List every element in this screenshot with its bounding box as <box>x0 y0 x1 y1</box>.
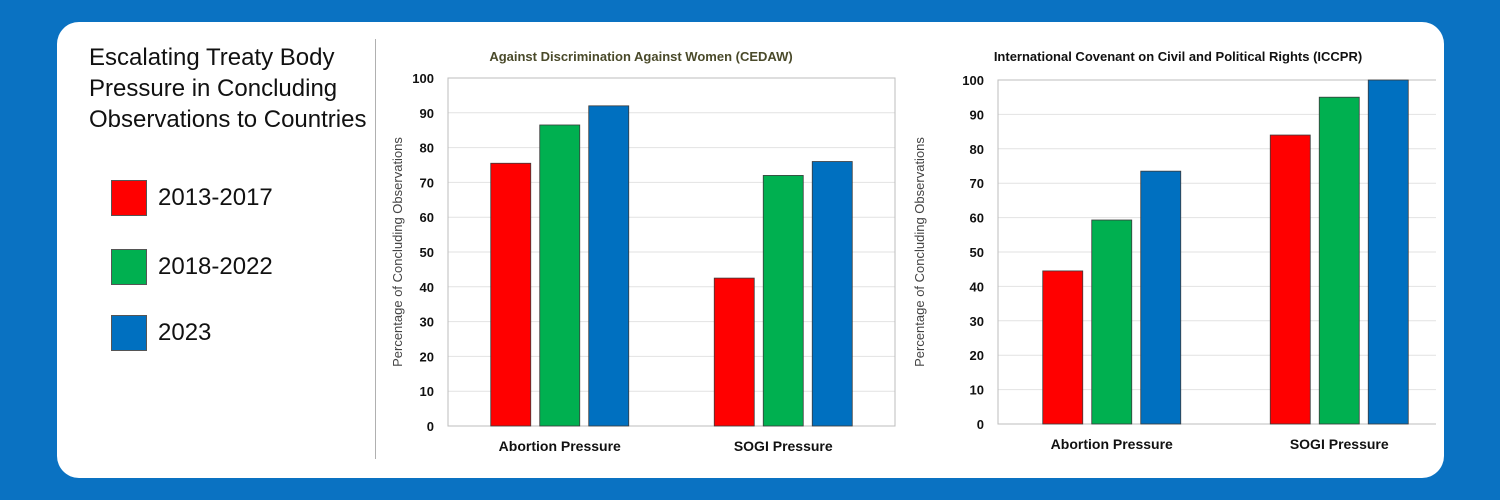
y-tick-label: 0 <box>977 417 984 432</box>
x-category-label: Abortion Pressure <box>499 438 621 454</box>
chart-title: Against Discrimination Against Women (CE… <box>489 49 792 64</box>
chart-title: International Covenant on Civil and Poli… <box>994 49 1362 64</box>
cedaw-chart: Against Discrimination Against Women (CE… <box>376 22 906 478</box>
plot-area <box>997 79 1436 425</box>
bar-2018-2022-abortion-pressure <box>1091 219 1133 425</box>
y-tick-label: 50 <box>420 245 434 260</box>
bar-2023-sogi-pressure <box>1367 79 1409 425</box>
bar-2013-2017-abortion-pressure <box>490 162 532 427</box>
legend-swatch <box>111 315 147 351</box>
iccpr-chart-svg: International Covenant on Civil and Poli… <box>912 49 1436 452</box>
legend-swatch <box>111 180 147 216</box>
plot-area <box>447 77 896 427</box>
y-tick-label: 70 <box>970 176 984 191</box>
y-tick-label: 20 <box>420 349 434 364</box>
y-tick-label: 70 <box>420 175 434 190</box>
y-axis-label: Percentage of Concluding Observations <box>912 137 927 367</box>
legend-label: 2018-2022 <box>158 253 273 280</box>
bar-2018-2022-abortion-pressure <box>539 124 581 427</box>
bar-2013-2017-sogi-pressure <box>713 277 755 427</box>
y-tick-label: 0 <box>427 419 434 434</box>
bar-2018-2022-sogi-pressure <box>762 175 804 427</box>
y-tick-label: 60 <box>970 211 984 226</box>
y-axis-label: Percentage of Concluding Observations <box>390 137 405 367</box>
legend-item-2013-2017: 2013-2017 <box>111 180 331 220</box>
bar-2023-sogi-pressure <box>811 161 853 427</box>
y-tick-label: 100 <box>412 71 434 86</box>
y-tick-label: 60 <box>420 210 434 225</box>
x-category-label: SOGI Pressure <box>734 438 833 454</box>
cedaw-chart-svg: Against Discrimination Against Women (CE… <box>390 49 896 454</box>
iccpr-chart: International Covenant on Civil and Poli… <box>906 22 1436 478</box>
y-tick-label: 30 <box>420 315 434 330</box>
y-tick-label: 10 <box>970 383 984 398</box>
legend-swatch <box>111 249 147 285</box>
y-tick-label: 30 <box>970 314 984 329</box>
y-tick-label: 20 <box>970 348 984 363</box>
y-tick-label: 90 <box>970 107 984 122</box>
y-tick-label: 90 <box>420 106 434 121</box>
y-tick-label: 40 <box>420 280 434 295</box>
bar-2023-abortion-pressure <box>1140 170 1182 425</box>
y-tick-label: 10 <box>420 384 434 399</box>
legend-label: 2023 <box>158 319 212 346</box>
bar-2018-2022-sogi-pressure <box>1318 96 1360 425</box>
x-category-label: Abortion Pressure <box>1051 436 1173 452</box>
legend-item-2023: 2023 <box>111 315 331 355</box>
panel-divider <box>375 39 376 459</box>
y-tick-label: 50 <box>970 245 984 260</box>
y-tick-label: 80 <box>420 141 434 156</box>
figure-card: Escalating Treaty Body Pressure in Concl… <box>57 22 1444 478</box>
y-tick-label: 100 <box>962 73 984 88</box>
bar-2013-2017-sogi-pressure <box>1269 134 1311 425</box>
x-category-label: SOGI Pressure <box>1290 436 1389 452</box>
bar-2023-abortion-pressure <box>588 105 630 427</box>
y-tick-label: 40 <box>970 279 984 294</box>
y-tick-label: 80 <box>970 142 984 157</box>
bar-2013-2017-abortion-pressure <box>1042 270 1084 425</box>
legend-label: 2013-2017 <box>158 184 273 211</box>
legend-item-2018-2022: 2018-2022 <box>111 249 331 289</box>
figure-title: Escalating Treaty Body Pressure in Concl… <box>89 44 367 133</box>
left-panel: Escalating Treaty Body Pressure in Concl… <box>57 22 375 478</box>
